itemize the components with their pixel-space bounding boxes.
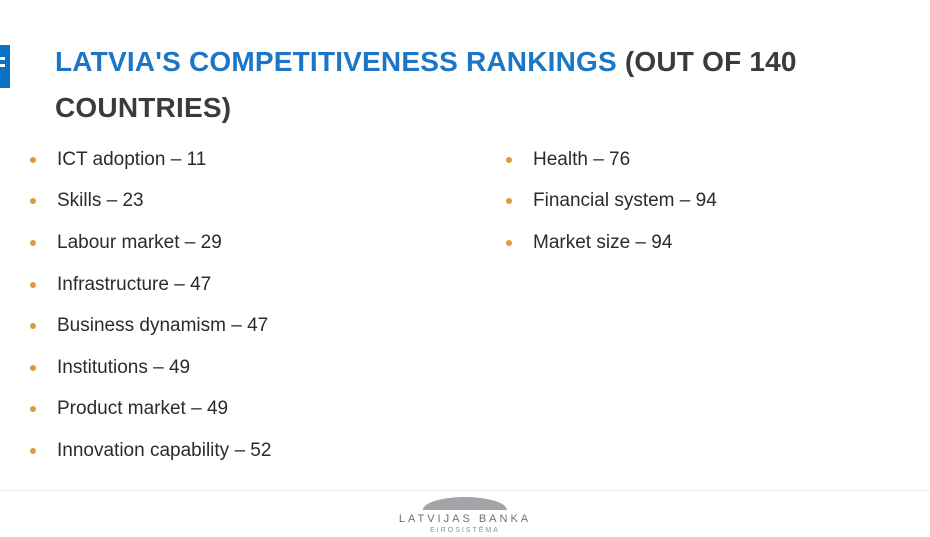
dome-icon [423,497,507,510]
bullet-icon [30,406,36,413]
list-item: Health – 76 [506,139,717,181]
list-item: Skills – 23 [30,181,271,223]
ranking-text: Skills – 23 [57,190,144,212]
ranking-text: Innovation capability – 52 [57,439,272,461]
list-item: Labour market – 29 [30,222,271,264]
bullet-icon [506,239,512,246]
ranking-text: Financial system – 94 [533,190,717,212]
ranking-text: Business dynamism – 47 [57,315,269,337]
list-item: ICT adoption – 11 [30,139,271,181]
list-item: Product market – 49 [30,389,271,431]
list-item: Market size – 94 [506,222,717,264]
logo-subtitle: EIROSISTĒMA [430,527,500,534]
menu-icon [0,57,6,71]
ranking-text: Institutions – 49 [57,356,191,378]
bullet-icon [506,156,512,163]
menu-icon-bar [0,64,5,67]
title-highlight: LATVIA'S COMPETITIVENESS RANKINGS [55,45,617,77]
ranking-list-left: ICT adoption – 11 Skills – 23 Labour mar… [30,139,271,472]
bullet-icon [30,364,36,371]
bullet-icon [30,447,36,454]
ranking-text: Infrastructure – 47 [57,273,212,295]
bullet-icon [30,198,36,205]
bullet-icon [30,323,36,330]
menu-icon-bar [0,57,5,60]
list-item: Institutions – 49 [30,347,271,389]
bullet-icon [30,239,36,246]
logo-name: LATVIJAS BANKA [398,513,532,525]
ranking-text: ICT adoption – 11 [57,148,207,170]
ranking-text: Product market – 49 [57,398,229,420]
page-title: LATVIA'S COMPETITIVENESS RANKINGS (OUT O… [55,39,905,131]
ranking-text: Labour market – 29 [57,231,222,253]
ranking-list-right: Health – 76 Financial system – 94 Market… [506,139,717,264]
ranking-text: Market size – 94 [533,231,673,253]
footer-divider [0,490,930,491]
bullet-icon [506,198,512,205]
list-item: Financial system – 94 [506,181,717,223]
latvijas-banka-logo: LATVIJAS BANKA EIROSISTĒMA [399,497,531,534]
sidebar-tab[interactable] [0,45,10,88]
bullet-icon [30,156,36,163]
list-item: Innovation capability – 52 [30,430,271,472]
list-item: Infrastructure – 47 [30,264,271,306]
list-item: Business dynamism – 47 [30,305,271,347]
bullet-icon [30,281,36,288]
ranking-text: Health – 76 [533,148,631,170]
title-suffix: (OUT OF 140 COUNTRIES) [55,45,797,123]
